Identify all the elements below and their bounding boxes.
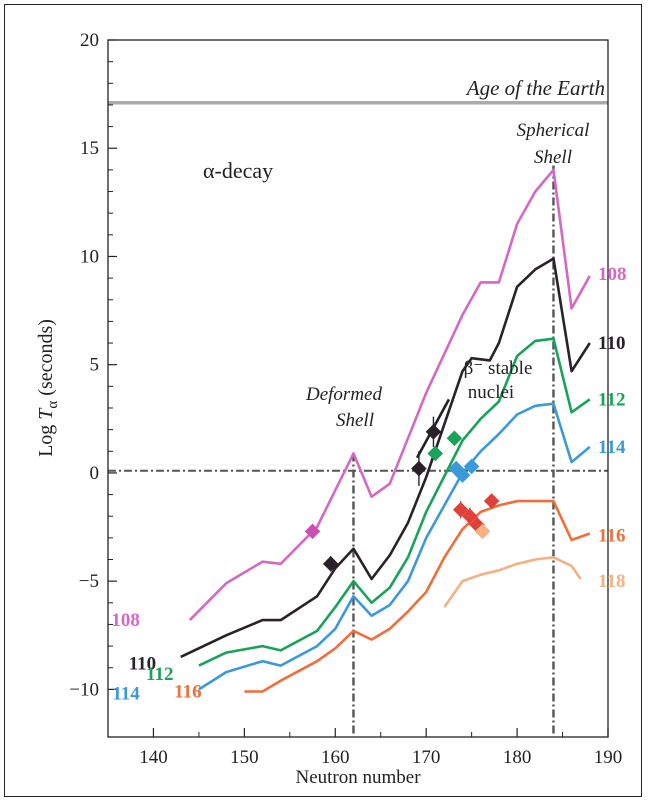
spherical-shell-label-2: Shell bbox=[534, 147, 572, 168]
x-tick-label-160: 160 bbox=[321, 747, 350, 768]
series-start-label-112: 112 bbox=[146, 664, 173, 685]
y-tick-label-20: 20 bbox=[80, 30, 99, 51]
plot-area-border bbox=[107, 39, 609, 738]
y-tick-label-15: 15 bbox=[80, 138, 99, 159]
series-line-118 bbox=[443, 555, 582, 608]
y-axis-title-t: T bbox=[35, 407, 57, 420]
series-line-110 bbox=[180, 257, 591, 659]
series-end-label-118: 118 bbox=[598, 571, 625, 592]
figure-frame bbox=[4, 4, 642, 797]
series-end-label-114: 114 bbox=[598, 437, 626, 458]
series-line-108 bbox=[188, 168, 591, 622]
series-start-label-110: 110 bbox=[129, 653, 156, 674]
series-line-114 bbox=[198, 402, 591, 691]
spherical-shell-label-1: Spherical bbox=[517, 120, 590, 141]
x-tick-label-170: 170 bbox=[412, 747, 441, 768]
y-axis-title: Log Tα (seconds) bbox=[35, 319, 61, 457]
series-end-label-110: 110 bbox=[598, 333, 625, 354]
y-axis-title-prefix: Log bbox=[35, 420, 57, 457]
data-point-2 bbox=[411, 460, 427, 477]
x-tick-label-150: 150 bbox=[230, 747, 259, 768]
series-end-label-108: 108 bbox=[598, 264, 627, 285]
alpha-decay-label: α-decay bbox=[203, 158, 273, 183]
y-tick-label--5: −5 bbox=[79, 571, 99, 592]
series-end-label-112: 112 bbox=[598, 389, 625, 410]
series-line-116 bbox=[244, 499, 591, 693]
y-tick-label-10: 10 bbox=[80, 246, 99, 267]
y-axis-title-subscript: α bbox=[45, 401, 61, 409]
series-start-label-116: 116 bbox=[174, 682, 201, 703]
beta-stable-label-1: β⁻ stable bbox=[464, 358, 533, 379]
y-tick-label-5: 5 bbox=[90, 355, 100, 376]
beta-stable-label-2: nuclei bbox=[468, 382, 514, 403]
y-tick-label--10: −10 bbox=[69, 679, 99, 700]
y-axis-title-suffix: (seconds) bbox=[35, 319, 57, 401]
x-axis-title: Neutron number bbox=[295, 767, 421, 788]
x-tick-label-140: 140 bbox=[139, 747, 168, 768]
series-line-112 bbox=[198, 337, 591, 667]
data-point-4 bbox=[427, 445, 444, 462]
series-start-label-114: 114 bbox=[112, 684, 140, 705]
data-point-1 bbox=[322, 556, 339, 572]
deformed-shell-label-2: Shell bbox=[336, 410, 374, 431]
series-start-label-108: 108 bbox=[111, 610, 140, 631]
x-tick-label-180: 180 bbox=[503, 747, 532, 768]
earth-age-label: Age of the Earth bbox=[465, 76, 605, 100]
x-tick-label-190: 190 bbox=[594, 747, 623, 768]
deformed-shell-label-1: Deformed bbox=[305, 384, 382, 405]
y-tick-label-0: 0 bbox=[90, 463, 100, 484]
series-end-label-116: 116 bbox=[598, 526, 625, 547]
